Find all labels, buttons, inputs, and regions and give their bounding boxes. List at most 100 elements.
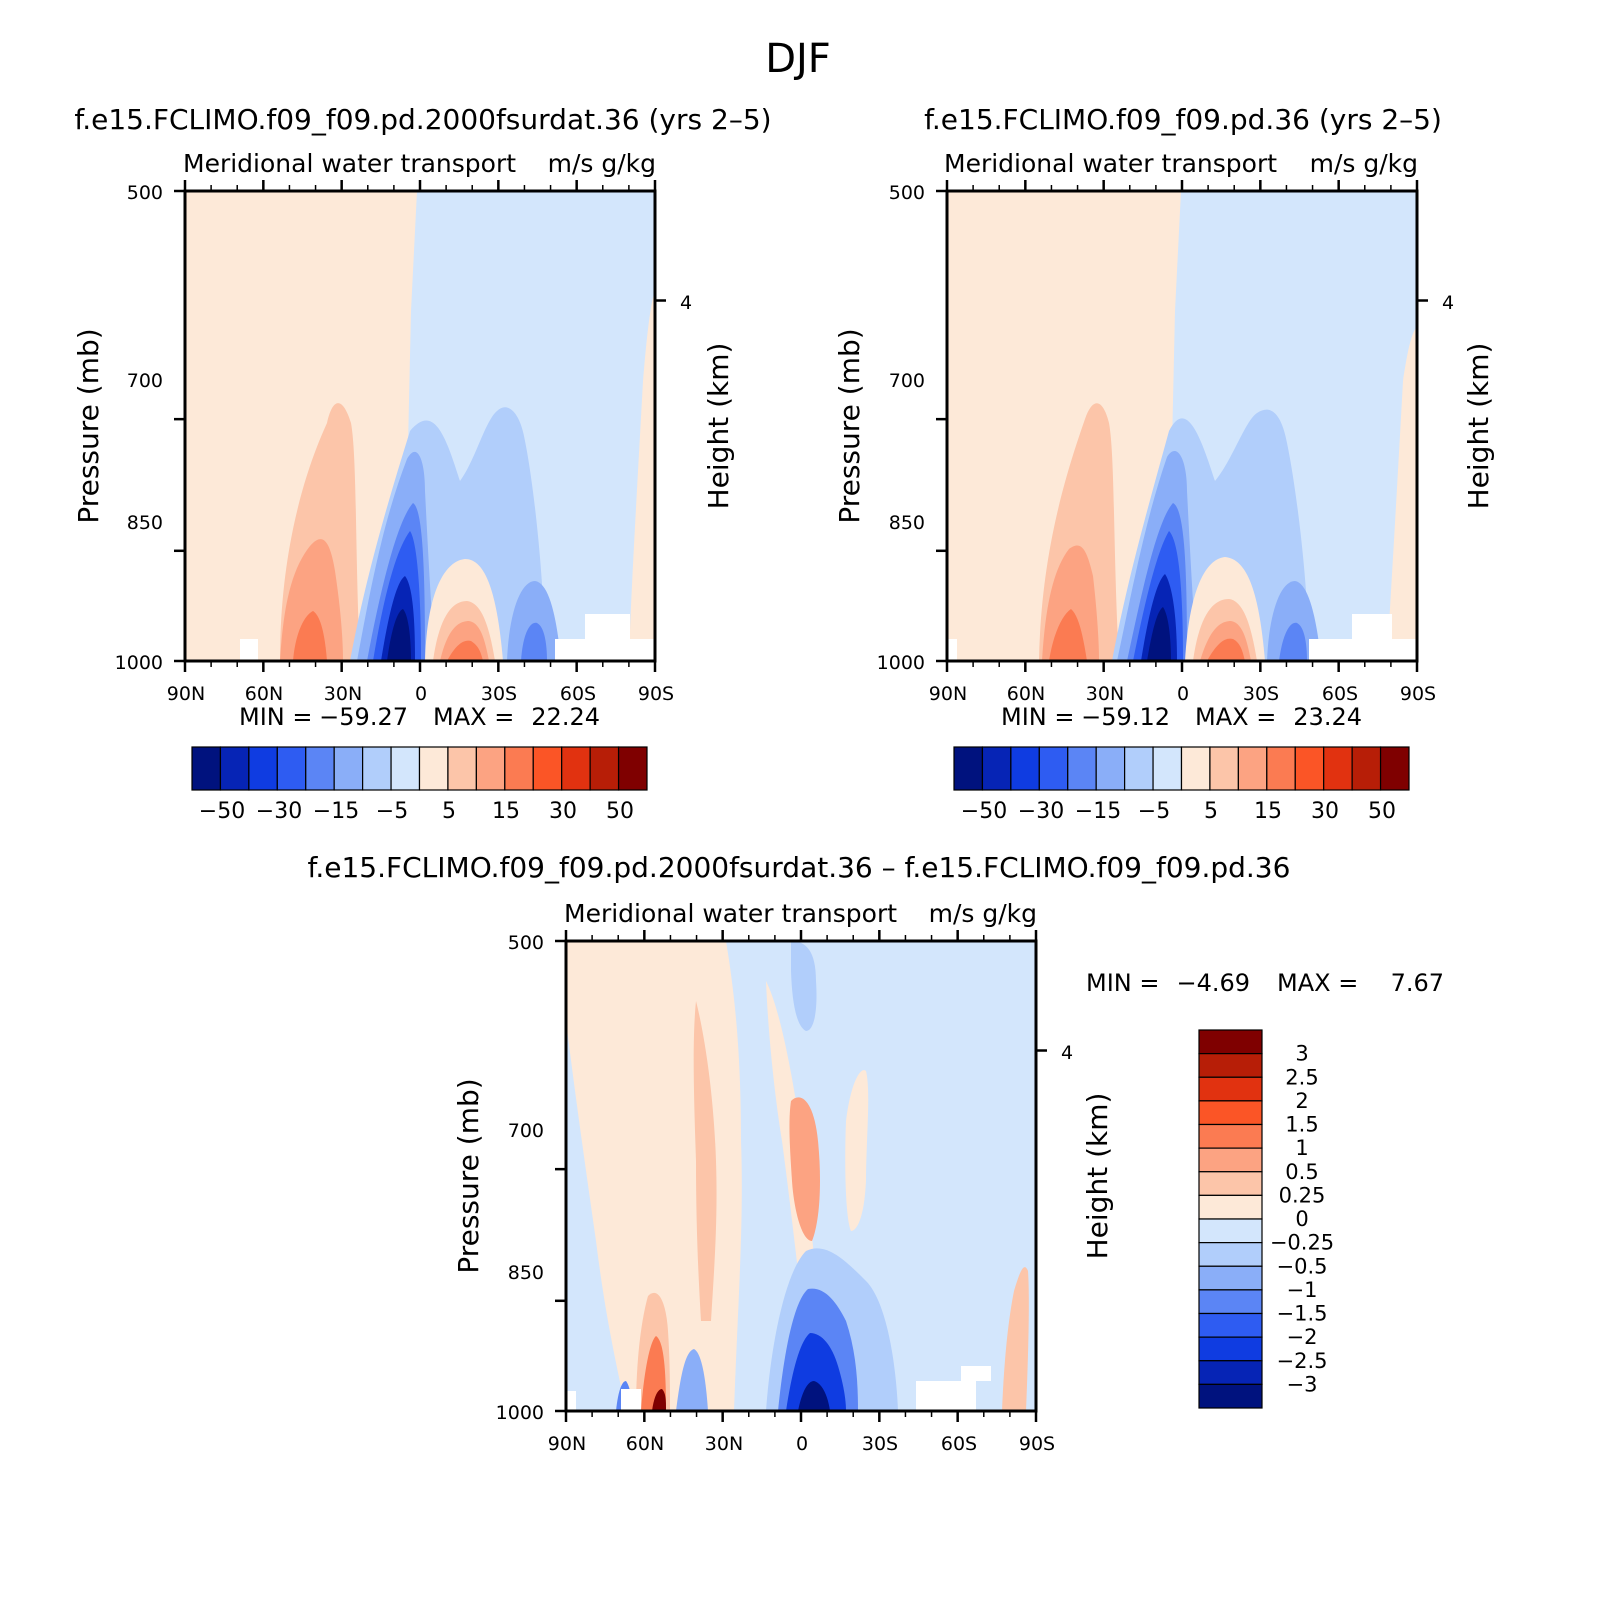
panel-2-min-value: −59.12: [1081, 703, 1170, 731]
colorbar-box: [475, 746, 506, 791]
panel-2-cbar-label-3: −5: [1138, 799, 1170, 824]
vbar-label-11: −1.5: [1277, 1302, 1328, 1326]
vbar-label-13: −2.5: [1277, 1349, 1328, 1373]
contour-band-1-19: [585, 614, 630, 639]
vbar-label-1: 2.5: [1285, 1065, 1318, 1089]
panel-1-subtitle: Meridional water transport: [183, 149, 516, 178]
colorbar-box: [1351, 746, 1382, 791]
contour-band-1-14: [447, 640, 483, 661]
colorbar-box: [219, 746, 250, 791]
panel-1-xtick-6: 90S: [638, 683, 674, 705]
panel-3-ytick-labels: 500 700 850 1000 4: [496, 932, 1073, 1424]
panel-2-cbar-label-2: −15: [1075, 799, 1121, 824]
contour-band-1-15: [507, 581, 561, 661]
figure-title: DJF: [765, 36, 831, 82]
panel-1-ytick-labels: 500 700 850 1000 4: [115, 182, 692, 674]
colorbar-box: [1209, 746, 1239, 791]
contour-band-1-3: [280, 539, 343, 661]
panel-2-max-value: 23.24: [1293, 703, 1362, 731]
vbar-label-4: 1: [1295, 1136, 1308, 1160]
panel-1-ylabel: Pressure (mb): [72, 328, 105, 523]
panel-2-cbar-label-7: 50: [1368, 799, 1396, 824]
panel-3-max-value: 7.67: [1391, 969, 1444, 997]
panel-2-ytick-500: 500: [889, 182, 925, 204]
contour-band-3-12: [786, 1333, 846, 1411]
panel-3-colorbar: [1198, 1029, 1263, 1409]
colorbar-box: [1198, 1289, 1263, 1315]
panel-2-cbar-label-4: 5: [1204, 799, 1218, 824]
colorbar-box: [1198, 1076, 1263, 1102]
panel-1-cbar-label-6: 30: [549, 799, 577, 824]
contour-band-3-17: [916, 1381, 976, 1411]
colorbar-box: [1198, 1336, 1263, 1362]
panel-2-colorbar: [953, 746, 1410, 791]
colorbar-box: [1198, 1383, 1263, 1409]
panel-3-xtick-3: 0: [796, 1433, 808, 1455]
panel-3-xtick-2: 30N: [705, 1433, 743, 1455]
panel-2-cbar-label-0: −50: [961, 799, 1007, 824]
contour-band-3-16: [1002, 1267, 1029, 1411]
panel-1-ytick-700: 700: [127, 370, 163, 392]
colorbar-box: [1180, 746, 1211, 791]
panel-1-xtick-5: 60S: [560, 683, 596, 705]
colorbar-box: [1198, 1312, 1263, 1338]
colorbar-box: [1198, 1265, 1263, 1291]
panel-1-cbar-label-0: −50: [199, 799, 245, 824]
colorbar-box: [1152, 746, 1183, 791]
colorbar-box: [1266, 746, 1296, 791]
panel-1-minmax: MIN = −59.27 MAX = 22.24: [239, 703, 600, 731]
panel-2-ytick-1000: 1000: [877, 652, 925, 674]
panel-1-axes: [174, 180, 666, 672]
panel-2-cbar-label-6: 30: [1311, 799, 1339, 824]
panel-1-colorbar: [191, 746, 648, 791]
panel-3-min-label: MIN =: [1086, 969, 1159, 997]
panel-3-ytick-850: 850: [508, 1262, 544, 1284]
panel-1-title: f.e15.FCLIMO.f09_f09.pd.2000fsurdat.36 (…: [74, 103, 771, 136]
panel-1-xtick-3: 0: [415, 683, 427, 705]
panel-3-ylabel: Pressure (mb): [452, 1078, 485, 1273]
panel-3-right-tick-4: 4: [1061, 1042, 1073, 1064]
panel-1-ytick-1000: 1000: [115, 652, 163, 674]
contour-band-3-9: [791, 941, 817, 1031]
panel-2-cbar-label-1: −30: [1018, 799, 1064, 824]
panel-1-xtick-2: 30N: [324, 683, 362, 705]
panel-3-plot-area: [566, 941, 1036, 1411]
contour-band-2-18: [1309, 639, 1417, 661]
panel-2-right-tick-4: 4: [1442, 292, 1454, 314]
contour-band-2-10: [1147, 607, 1171, 661]
panel-3-xtick-4: 30S: [862, 1433, 898, 1455]
panel-3-ytick-500: 500: [508, 932, 544, 954]
colorbar-box: [1198, 1171, 1263, 1196]
colorbar-box: [333, 746, 364, 791]
panel-2: f.e15.FCLIMO.f09_f09.pd.36 (yrs 2–5) Mer…: [833, 103, 1495, 824]
panel-2-axes: [936, 180, 1428, 672]
panel-2-cbar-label-5: 15: [1254, 799, 1282, 824]
panel-1-ytick-500: 500: [127, 182, 163, 204]
panel-2-min-label: MIN =: [1001, 703, 1074, 731]
colorbar-box: [1198, 1053, 1263, 1078]
colorbar-box: [276, 746, 307, 791]
colorbar-box: [248, 746, 278, 791]
panel-2-max-label: MAX =: [1195, 703, 1276, 731]
panel-3-title: f.e15.FCLIMO.f09_f09.pd.2000fsurdat.36 –…: [308, 851, 1291, 884]
panel-3-xtick-labels: 90N 60N 30N 0 30S 60S 90S: [548, 1433, 1055, 1455]
colorbar-box: [1379, 746, 1410, 791]
colorbar-box: [362, 746, 392, 791]
colorbar-box: [504, 746, 534, 791]
contour-band-1-17: [629, 291, 655, 661]
contour-band-2-20: [947, 639, 957, 661]
vbar-label-12: −2: [1287, 1325, 1318, 1349]
contour-band-2-4: [1049, 609, 1087, 661]
panel-3: f.e15.FCLIMO.f09_f09.pd.2000fsurdat.36 –…: [308, 851, 1444, 1455]
panel-2-xtick-6: 90S: [1400, 683, 1436, 705]
panel-2-ytick-850: 850: [889, 512, 925, 534]
colorbar-box: [1198, 1123, 1263, 1149]
contour-band-1-18: [555, 639, 655, 661]
panel-3-xtick-1: 60N: [626, 1433, 664, 1455]
panel-3-ytick-1000: 1000: [496, 1402, 544, 1424]
contour-band-3-20: [566, 1391, 576, 1411]
panel-1-xtick-labels: 90N 60N 30N 0 30S 60S 90S: [167, 683, 674, 705]
contour-band-2-16: [1279, 622, 1307, 661]
vbar-label-3: 1.5: [1285, 1113, 1318, 1137]
panel-1-max-label: MAX =: [433, 703, 514, 731]
